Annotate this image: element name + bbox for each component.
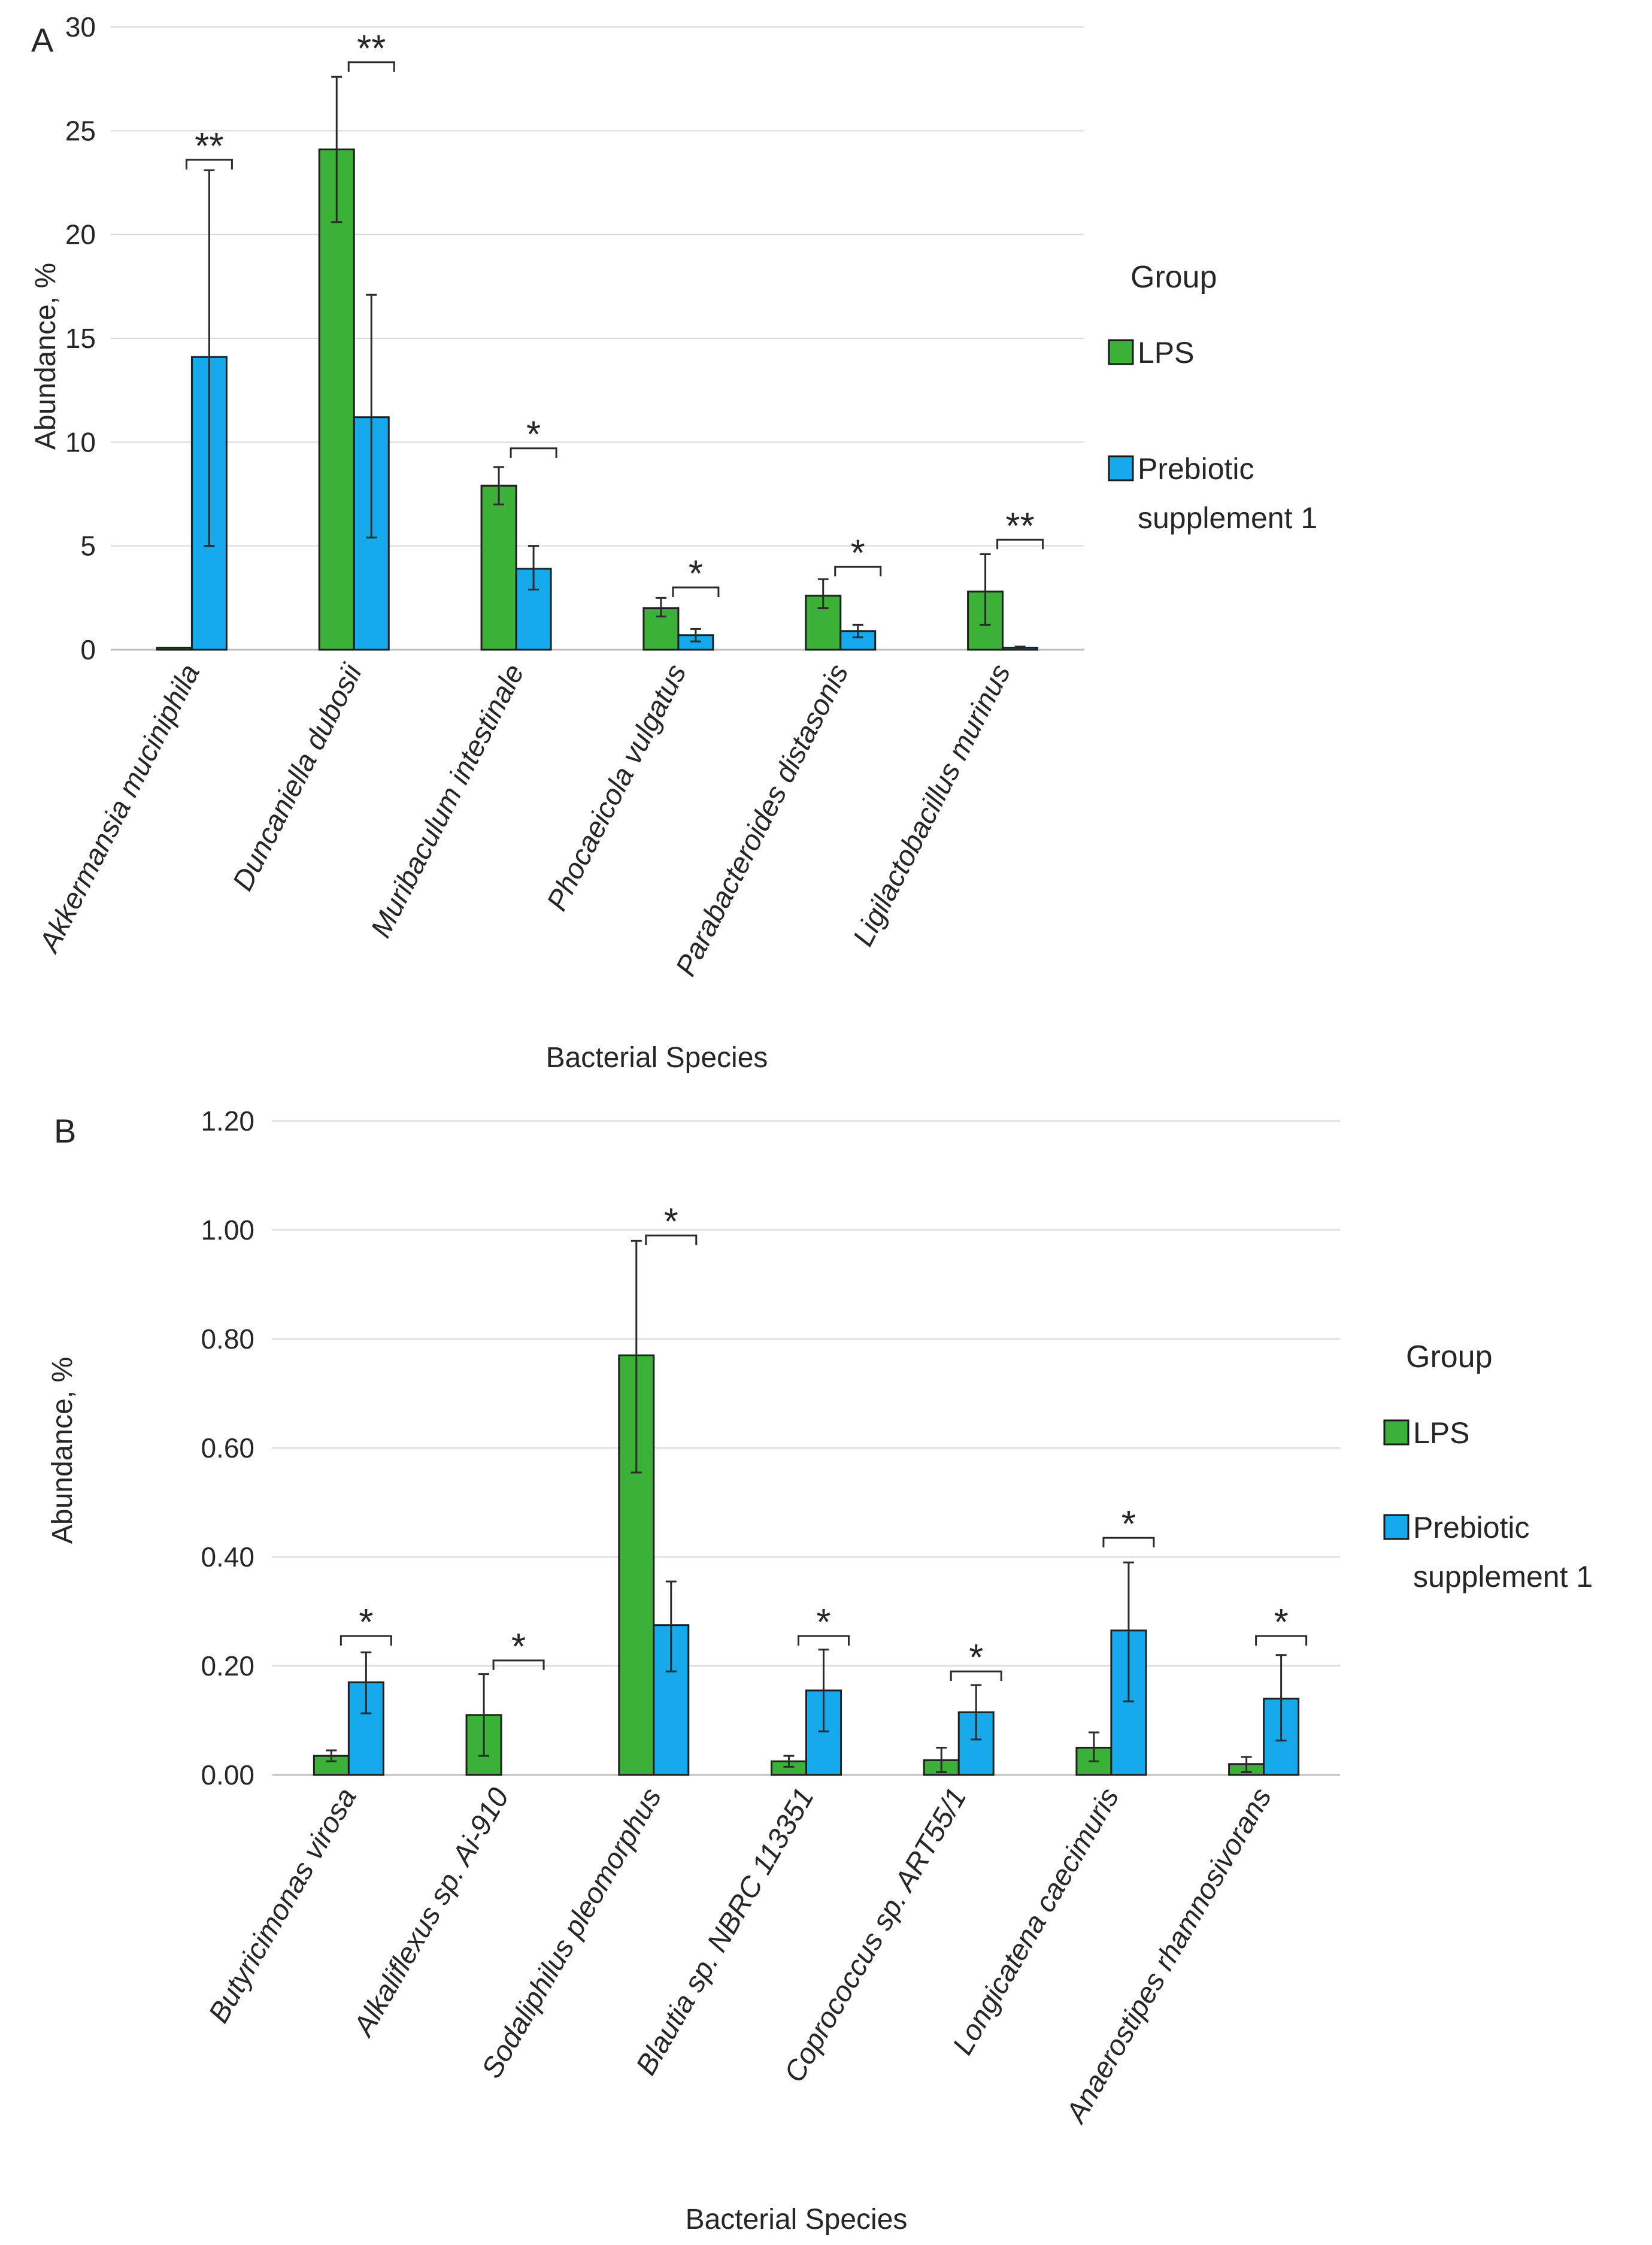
panel-a-significance-stars: ** (357, 28, 386, 69)
panel-b-bars (313, 1354, 1300, 1776)
panel-a-error-bars (204, 75, 1026, 650)
panel-b-significance-stars: * (664, 1201, 678, 1243)
panel-b-significance-stars: * (1274, 1602, 1289, 1643)
panel-a-significance-stars: ** (195, 126, 223, 167)
panel-b-significance-bracket (645, 1234, 698, 1246)
panel-b-significance-stars: * (359, 1602, 373, 1643)
panel-a-bar-lps (156, 647, 193, 651)
panel-b-significance-bracket (340, 1635, 392, 1646)
panel-b-significance-bracket (1255, 1635, 1308, 1646)
panel-b-legend-title: Group (1406, 1340, 1493, 1374)
panel-b-y-tick-label: 1.00 (201, 1214, 254, 1246)
panel-b-significance-bracket (798, 1635, 850, 1646)
panel-a-y-tick-label: 30 (65, 11, 96, 43)
panel-a-y-axis-title: Abundance, % (30, 263, 62, 450)
panel-b-y-tick-label: 0.80 (201, 1323, 254, 1355)
panel-b-legend-label-prebiotic: Prebiotic (1413, 1511, 1530, 1544)
panel-a-bar-lps (480, 484, 517, 651)
panel-a-significance: ********* (185, 28, 1044, 597)
panel-a-significance-bracket (510, 447, 557, 458)
panel-a-y-tick-label: 25 (65, 115, 96, 146)
panel-a-significance-bracket (996, 538, 1044, 550)
panel-a-legend-swatch-prebiotic (1108, 455, 1134, 481)
panel-a-y-tick-label: 15 (65, 323, 96, 354)
panel-b-significance-bracket (492, 1659, 545, 1670)
panel-a-significance-bracket (672, 586, 720, 597)
panel-b-y-tick-label: 0.20 (201, 1650, 254, 1682)
panel-b-y-tick-label: 1.20 (201, 1105, 254, 1137)
panel-a-legend: Group LPS Prebiotic supplement 1 (1108, 260, 1317, 535)
panel-a-significance-bracket (834, 565, 882, 577)
panel-b-x-axis-title: Bacterial Species (686, 2204, 908, 2235)
panel-b-significance-bracket (950, 1670, 1002, 1682)
panel-a-y-ticks: 0 5 10 15 20 25 30 (65, 11, 96, 665)
panel-a-significance-bracket (185, 159, 233, 169)
panel-b-letter: B (54, 1112, 76, 1150)
panel-b-legend-swatch-prebiotic (1383, 1514, 1409, 1540)
panel-b-significance: * * * * * * * (340, 1201, 1308, 1682)
panel-b-significance-stars: * (969, 1637, 983, 1679)
panel-b-y-tick-label: 0.60 (201, 1432, 254, 1464)
panel-b-legend-swatch-lps (1383, 1419, 1409, 1446)
panel-a-significance-stars: * (526, 414, 541, 456)
panel-a-legend-title: Group (1130, 260, 1217, 295)
panel-a-y-tick-label: 20 (65, 219, 96, 250)
panel-a-y-tick-label: 10 (65, 426, 96, 458)
panel-a-significance-stars: ** (1005, 505, 1034, 547)
panel-a-legend-label-prebiotic-line2: supplement 1 (1138, 501, 1317, 535)
panel-b-significance-bracket (1102, 1537, 1155, 1548)
panel-a-bar-lps (318, 149, 355, 651)
panel-a-significance-bracket (347, 61, 395, 72)
panel-b-legend: Group LPS Prebiotic supplement 1 (1383, 1340, 1593, 1593)
panel-a-y-tick-label: 5 (80, 531, 96, 562)
panel-b-y-axis-title: Abundance, % (47, 1357, 78, 1544)
panel-a-gridlines (111, 26, 1084, 651)
panel-b-significance-stars: * (1121, 1504, 1136, 1545)
panel-b-error-bars (326, 1240, 1287, 1773)
panel-b-significance-stars: * (511, 1626, 526, 1668)
panel-a-significance-stars: * (689, 553, 703, 595)
panel-b-y-tick-label: 0.00 (201, 1759, 254, 1790)
panel-a-letter: A (31, 21, 54, 59)
panel-a-y-tick-label: 0 (80, 634, 96, 665)
panel-b-significance-stars: * (816, 1602, 830, 1643)
panel-b-y-ticks: 0.00 0.20 0.40 0.60 0.80 1.00 1.20 (201, 1105, 254, 1790)
panel-a-legend-label-lps: LPS (1138, 336, 1195, 369)
panel-a-x-axis-title: Bacterial Species (546, 1042, 768, 1074)
panel-a-legend-swatch-lps (1108, 339, 1134, 365)
panel-b-legend-label-lps: LPS (1413, 1416, 1470, 1450)
panel-b-legend-label-prebiotic-line2: supplement 1 (1413, 1560, 1593, 1593)
panel-a-significance-stars: * (851, 532, 865, 574)
panel-b-y-tick-label: 0.40 (201, 1541, 254, 1573)
panel-a-legend-label-prebiotic: Prebiotic (1138, 452, 1254, 486)
